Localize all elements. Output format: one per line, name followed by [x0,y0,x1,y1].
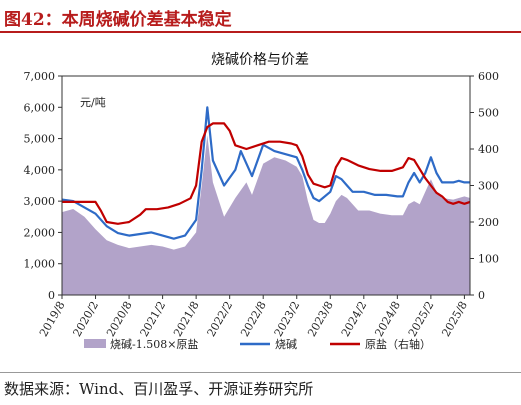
left-tick-label: 5,000 [24,133,56,146]
right-tick-label: 200 [478,216,499,229]
x-tick-label: 2024/2 [339,299,370,339]
legend-label-salt: 原盐（右轴） [365,337,431,351]
x-tick-label: 2021/2 [138,299,169,339]
left-tick-label: 7,000 [24,70,56,83]
x-tick-label: 2021/8 [171,299,202,339]
x-tick-label: 2020/8 [104,299,135,339]
figure-heading: 图42：本周烧碱价差基本稳定 [4,10,232,30]
legend: 烧碱-1.508×原盐 烧碱 原盐（右轴） [84,337,431,351]
x-tick-label: 2022/8 [238,299,269,339]
legend-swatch-spread [84,339,106,348]
right-tick-label: 100 [478,253,499,266]
salt-price-line [62,122,471,225]
left-tick-label: 6,000 [24,101,56,114]
left-tick-label: 2,000 [24,226,56,239]
x-tick-label: 2024/8 [372,299,403,339]
spread-area-series [62,135,470,295]
source-note: 数据来源：Wind、百川盈孚、开源证券研究所 [4,380,314,398]
left-tick-label: 0 [48,289,55,302]
x-tick-label: 2019/8 [37,299,68,339]
price-line-layer [61,106,471,240]
left-tick-label: 1,000 [24,258,56,271]
x-tick-label: 2023/2 [272,299,303,339]
x-tick-label: 2022/2 [205,299,236,339]
x-tick-label: 2025/2 [406,299,437,339]
legend-label-spread: 烧碱-1.508×原盐 [110,338,198,351]
left-tick-label: 3,000 [24,195,56,208]
legend-label-caustic: 烧碱 [275,338,297,351]
source-rule [0,372,521,373]
x-tick-label: 2025/8 [439,299,470,339]
chart-title: 烧碱价格与价差 [211,52,309,68]
spread-area-layer [62,135,470,295]
x-tick-label: 2023/8 [305,299,336,339]
unit-label: 元/吨 [80,96,106,109]
heading-rule [0,31,521,33]
left-tick-label: 4,000 [24,164,56,177]
x-tick-label: 2020/2 [71,299,102,339]
caustic-soda-price-line [61,106,470,240]
right-tick-label: 500 [478,107,499,120]
right-tick-label: 300 [478,180,499,193]
right-tick-label: 0 [478,289,485,302]
right-tick-label: 600 [478,70,499,83]
right-tick-label: 400 [478,143,499,156]
price-spread-chart: 烧碱价格与价差 元/吨 0 1,000 2,000 3,000 4,000 5,000 6,… [24,52,500,351]
